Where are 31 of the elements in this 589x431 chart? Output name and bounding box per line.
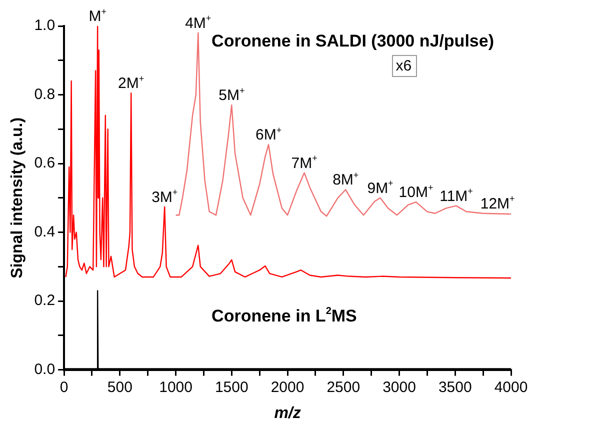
annotation: Coronene in SALDI (3000 nJ/pulse) bbox=[212, 32, 494, 51]
x-axis-title: m/z bbox=[274, 404, 301, 422]
annotation: 10M+ bbox=[398, 182, 434, 202]
annotation: 5M+ bbox=[218, 85, 245, 104]
y-tick-label: 1.0 bbox=[34, 17, 56, 34]
x-tick-label: 1500 bbox=[214, 378, 248, 396]
annotation: 2M+ bbox=[118, 73, 144, 92]
x-tick-label: 3500 bbox=[438, 378, 472, 396]
x-tick-label: 1000 bbox=[159, 378, 192, 396]
x-tick-label: 500 bbox=[107, 378, 132, 396]
y-axis-title: Signal intensity (a.u.) bbox=[9, 117, 26, 278]
x-tick-label: 2500 bbox=[326, 378, 360, 396]
annotation: 3M+ bbox=[152, 187, 178, 206]
annotation: 12M+ bbox=[480, 194, 515, 212]
annotation: 11M+ bbox=[440, 186, 473, 205]
x-tick-label: 0 bbox=[60, 378, 68, 396]
annotation: 7M+ bbox=[291, 153, 318, 172]
y-tick-label: 0.2 bbox=[34, 292, 56, 310]
y-tick-label: 0.0 bbox=[34, 360, 56, 378]
annotation: 4M+ bbox=[185, 13, 212, 32]
x-tick-label: 3000 bbox=[382, 378, 416, 396]
annotation: 6M+ bbox=[255, 124, 282, 144]
y-tick-label: 0.6 bbox=[34, 154, 56, 172]
y-tick-label: 0.8 bbox=[34, 86, 56, 103]
annotation: 9M+ bbox=[367, 178, 394, 197]
annotation: 8M+ bbox=[332, 170, 359, 189]
annotation: M+ bbox=[88, 6, 106, 25]
y-tick-label: 0.4 bbox=[34, 223, 56, 240]
x-tick-label: 4000 bbox=[494, 378, 528, 396]
annotation: x6 bbox=[396, 58, 412, 75]
x-tick-label: 2000 bbox=[270, 378, 304, 396]
